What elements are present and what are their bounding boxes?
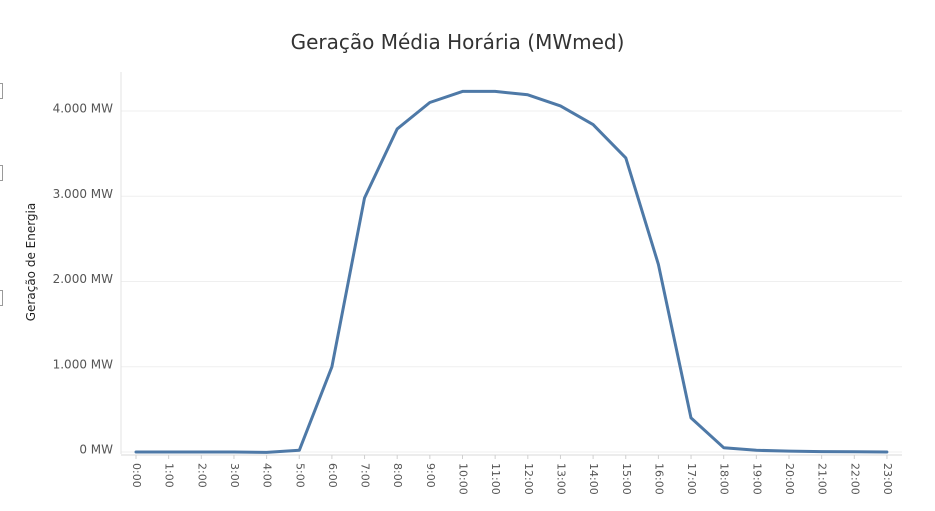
series-line — [134, 89, 889, 454]
x-tick-label: 15:00 — [620, 463, 633, 495]
chart-title: Geração Média Horária (MWmed) — [290, 30, 625, 54]
x-tick-label: 21:00 — [816, 463, 829, 495]
y-tick-label: 0 MW — [79, 443, 113, 457]
x-tick-label: 5:00 — [293, 463, 306, 488]
x-tick-label: 11:00 — [489, 463, 502, 495]
x-tick-label: 12:00 — [522, 463, 535, 495]
x-tick-label: 23:00 — [881, 463, 894, 495]
y-tick-label: 3.000 MW — [53, 187, 114, 201]
x-tick-label: 16:00 — [652, 463, 665, 495]
side-panel-edge-2 — [0, 165, 3, 181]
x-tick-label: 10:00 — [457, 463, 470, 495]
x-tick-label: 1:00 — [163, 463, 176, 488]
y-tick-label: 1.000 MW — [53, 357, 114, 371]
y-tick-label: 4.000 MW — [53, 102, 114, 116]
y-tick-label: 2.000 MW — [53, 272, 114, 286]
x-tick-label: 19:00 — [750, 463, 763, 495]
x-tick-label: 2:00 — [195, 463, 208, 488]
x-tick-label: 3:00 — [228, 463, 241, 488]
x-tick-label: 18:00 — [718, 463, 731, 495]
x-tick-label: 8:00 — [391, 463, 404, 488]
x-tick-label: 17:00 — [685, 463, 698, 495]
x-tick-label: 22:00 — [848, 463, 861, 495]
side-panel-edge-1 — [0, 83, 3, 99]
side-panel-edge-3 — [0, 290, 3, 306]
x-tick-label: 9:00 — [424, 463, 437, 488]
x-tick-label: 20:00 — [783, 463, 796, 495]
x-tick-label: 14:00 — [587, 463, 600, 495]
x-tick-label: 7:00 — [359, 463, 372, 488]
x-tick-label: 0:00 — [130, 463, 143, 488]
x-tick-label: 6:00 — [326, 463, 339, 488]
x-tick-label: 4:00 — [261, 463, 274, 488]
x-tick-label: 13:00 — [554, 463, 567, 495]
